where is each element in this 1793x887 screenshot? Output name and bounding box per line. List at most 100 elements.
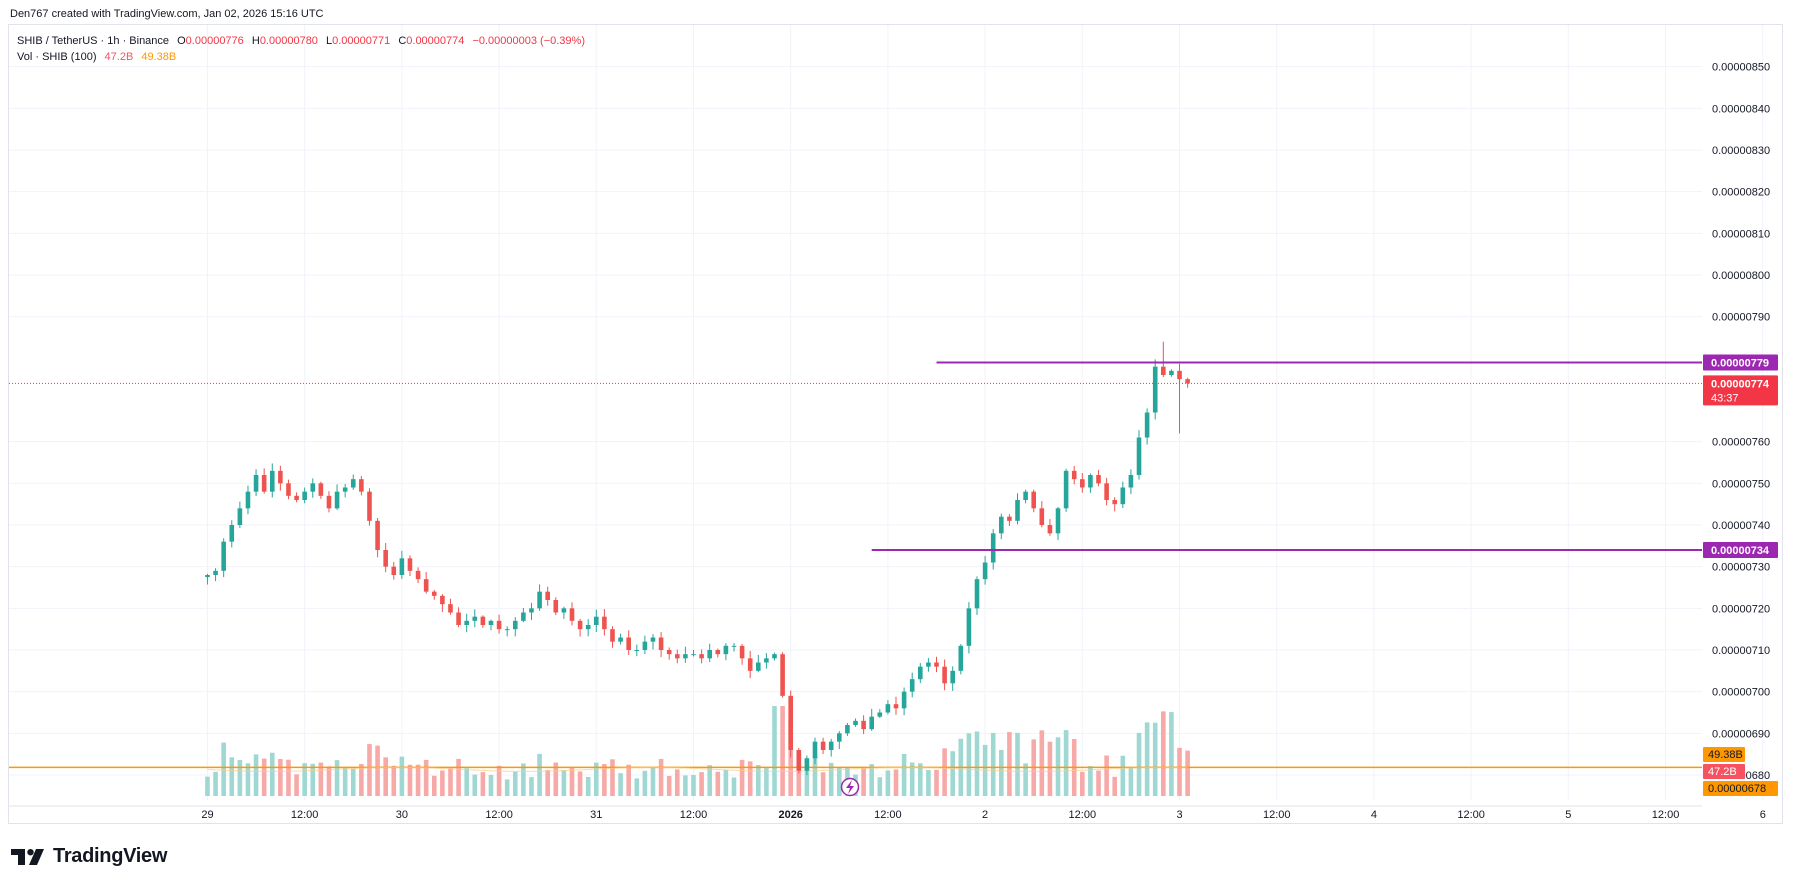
- volume-bar: [650, 767, 656, 796]
- volume-bar: [707, 765, 712, 796]
- volume-bars: [205, 706, 1190, 796]
- volume-bar: [480, 772, 486, 796]
- volume-bar: [877, 777, 883, 796]
- volume-bar: [683, 775, 688, 796]
- volume-bar: [1088, 766, 1093, 796]
- candle-body: [1071, 470, 1077, 480]
- lightning-icon[interactable]: [840, 777, 860, 797]
- candle-body: [1088, 475, 1093, 488]
- candle-body: [772, 654, 777, 659]
- low-value: 0.00000771: [332, 35, 391, 47]
- symbol-label[interactable]: SHIB / TetherUS · 1h · Binance: [17, 35, 170, 47]
- open-value: 0.00000776: [185, 35, 244, 47]
- y-tick-label: 0.00000710: [1712, 645, 1770, 657]
- last-price-tag: [1703, 375, 1778, 406]
- volume-bar: [674, 769, 680, 796]
- volume-bar: [934, 769, 939, 796]
- volume-bar: [901, 753, 907, 796]
- volume-bar: [245, 763, 251, 796]
- level-tag-label: 0.00000734: [1711, 545, 1770, 557]
- y-tick-label: 0.00000690: [1712, 728, 1770, 740]
- x-tick-label: 12:00: [1069, 809, 1097, 821]
- high-label: H: [251, 35, 260, 47]
- tradingview-logo-text: TradingView: [53, 845, 168, 867]
- candle-body: [990, 533, 996, 563]
- candle-body: [1063, 470, 1069, 509]
- candle-body: [739, 645, 745, 659]
- candle-body: [512, 620, 518, 630]
- candle-body: [375, 520, 380, 550]
- volume-tag-label: 0.00000678: [1708, 783, 1766, 795]
- x-tick-label: 12:00: [680, 809, 708, 821]
- volume-bar: [950, 751, 956, 796]
- tradingview-logo[interactable]: TradingView: [11, 845, 167, 868]
- volume-bar: [464, 768, 469, 796]
- candle-body: [958, 645, 964, 671]
- volume-bar: [618, 773, 623, 796]
- volume-bar: [861, 767, 866, 796]
- candle-body: [561, 608, 567, 613]
- volume-bar: [610, 759, 615, 796]
- candle-body: [545, 591, 550, 600]
- volume-bar: [440, 770, 445, 796]
- x-tick-label: 29: [201, 809, 213, 821]
- candle-body: [796, 750, 802, 771]
- x-tick-label: 2026: [778, 809, 802, 821]
- volume-bar: [926, 769, 931, 796]
- candle-body: [213, 570, 218, 575]
- volume-bar: [1185, 750, 1190, 796]
- candle-body: [699, 654, 704, 659]
- candle-body: [845, 725, 850, 734]
- y-tick-label: 0.00000790: [1712, 312, 1770, 324]
- volume-bar: [942, 748, 947, 796]
- volume-bar: [237, 760, 243, 796]
- x-tick-label: 2: [982, 809, 988, 821]
- volume-ma-value: 49.38B: [141, 51, 177, 63]
- candle-body: [326, 495, 332, 509]
- volume-bar: [472, 774, 478, 796]
- candle-body: [853, 720, 858, 725]
- candle-body: [229, 525, 235, 542]
- volume-bar: [367, 744, 372, 796]
- candle-body: [1023, 491, 1028, 500]
- candle-body: [869, 716, 875, 730]
- volume-bar: [213, 771, 218, 796]
- volume-bar: [286, 759, 291, 796]
- candle-body: [788, 695, 793, 750]
- candle-body: [1096, 475, 1101, 484]
- y-tick-label: 0.00000840: [1712, 103, 1770, 115]
- volume-bar: [1080, 771, 1085, 796]
- volume-bar: [893, 769, 899, 796]
- candle-body: [423, 579, 429, 592]
- level-tag: [1703, 354, 1778, 371]
- volume-bar: [739, 759, 745, 796]
- candle-body: [294, 495, 299, 500]
- volume-bar: [1112, 776, 1118, 796]
- volume-bar: [1177, 747, 1182, 796]
- candle-body: [350, 479, 356, 488]
- volume-bar: [318, 762, 324, 796]
- volume-bar: [626, 764, 631, 796]
- candle-body: [391, 566, 397, 575]
- y-tick-label: 0.00000800: [1712, 270, 1770, 282]
- candle-body: [1177, 370, 1182, 380]
- candle-body: [836, 733, 842, 742]
- y-tick-label: 0.00000850: [1712, 62, 1770, 74]
- volume-bar: [747, 761, 753, 796]
- y-tick-label: 0.00000730: [1712, 562, 1770, 574]
- volume-bar: [699, 772, 704, 796]
- candle-body: [221, 541, 226, 571]
- grid: [9, 25, 1764, 800]
- volume-bar: [1152, 722, 1158, 796]
- volume-bar: [836, 767, 842, 796]
- x-tick-label: 31: [590, 809, 602, 821]
- volume-bar: [1096, 770, 1101, 796]
- candle-body: [302, 491, 307, 500]
- volume-bar: [885, 770, 891, 796]
- volume-bar: [966, 733, 972, 796]
- candle-body: [885, 704, 891, 713]
- volume-label[interactable]: Vol · SHIB (100): [17, 51, 97, 63]
- y-tick-label: 0.00000810: [1712, 228, 1770, 240]
- volume-bar: [796, 752, 802, 796]
